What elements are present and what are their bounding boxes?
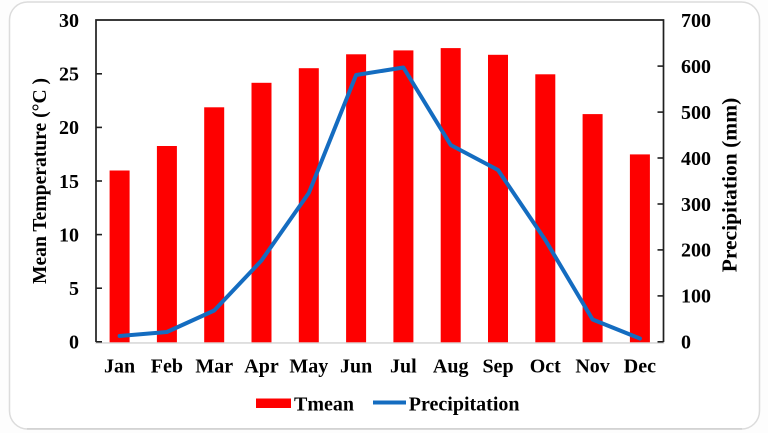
- svg-text:400: 400: [681, 148, 711, 170]
- svg-text:Feb: Feb: [151, 356, 183, 378]
- svg-text:30: 30: [59, 10, 79, 32]
- svg-text:Aug: Aug: [433, 356, 469, 378]
- svg-text:Tmean: Tmean: [294, 394, 354, 416]
- svg-text:200: 200: [681, 240, 711, 262]
- svg-text:Precipitation (mm): Precipitation (mm): [718, 98, 742, 273]
- svg-text:600: 600: [681, 56, 711, 78]
- svg-text:0: 0: [681, 332, 691, 354]
- svg-text:700: 700: [681, 10, 711, 32]
- svg-text:10: 10: [59, 224, 79, 246]
- svg-text:Apr: Apr: [244, 356, 279, 378]
- svg-text:Dec: Dec: [624, 356, 656, 378]
- svg-text:5: 5: [69, 278, 79, 300]
- svg-text:Mar: Mar: [195, 356, 233, 378]
- svg-text:May: May: [289, 356, 328, 378]
- svg-text:Nov: Nov: [575, 356, 609, 378]
- svg-text:25: 25: [59, 64, 79, 86]
- svg-text:15: 15: [59, 171, 79, 193]
- svg-text:Precipitation: Precipitation: [409, 394, 520, 416]
- svg-text:Oct: Oct: [530, 356, 561, 378]
- svg-text:Jan: Jan: [104, 356, 135, 378]
- svg-text:Jun: Jun: [340, 356, 372, 378]
- svg-text:100: 100: [681, 286, 711, 308]
- svg-text:0: 0: [69, 332, 79, 354]
- svg-text:Mean Temperature (°C ): Mean Temperature (°C ): [30, 78, 51, 284]
- svg-text:300: 300: [681, 194, 711, 216]
- svg-text:Jul: Jul: [390, 356, 417, 378]
- svg-text:Sep: Sep: [482, 356, 513, 378]
- svg-text:500: 500: [681, 102, 711, 124]
- svg-text:20: 20: [59, 117, 79, 139]
